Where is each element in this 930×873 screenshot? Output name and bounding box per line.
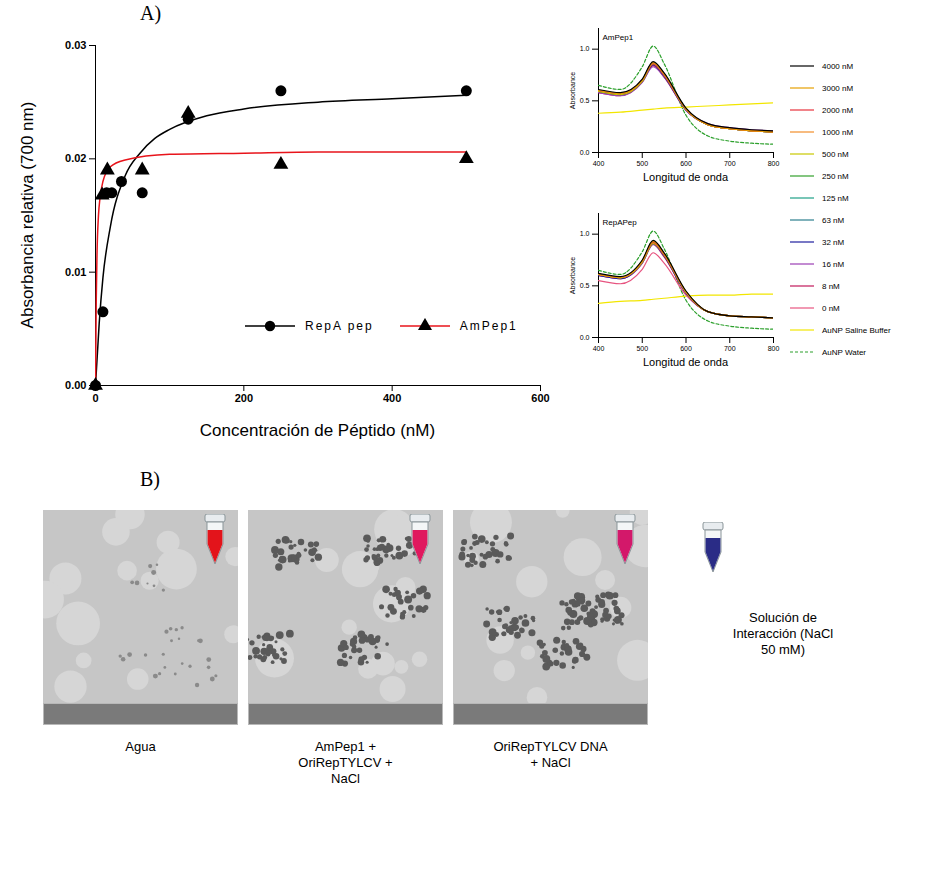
svg-text:400: 400 xyxy=(383,392,401,404)
html-text:A): A) xyxy=(140,2,162,24)
html-text:2000 nM: 2000 nM xyxy=(822,105,854,115)
svg-text:0.03: 0.03 xyxy=(65,39,86,51)
svg-text:800: 800 xyxy=(768,345,780,352)
svg-text:0.5: 0.5 xyxy=(580,282,590,289)
svg-text:600: 600 xyxy=(680,345,692,352)
svg-text:AmPep1: AmPep1 xyxy=(603,33,634,42)
html-text:OriRepTYLCV DNA + NaCl: OriRepTYLCV DNA + NaCl xyxy=(493,739,608,770)
svg-text:0.01: 0.01 xyxy=(65,266,86,278)
html-text:Concentración de Péptido (nM): Concentración de Péptido (nM) xyxy=(199,421,436,440)
svg-text:500: 500 xyxy=(636,160,648,167)
svg-text:700: 700 xyxy=(724,160,736,167)
html-text:0 nM: 0 nM xyxy=(822,303,840,313)
svg-text:RepAPep: RepAPep xyxy=(603,218,638,227)
svg-text:Absorbance: Absorbance xyxy=(569,257,576,294)
html-text:4000 nM: 4000 nM xyxy=(822,61,854,71)
html-text:63 nM: 63 nM xyxy=(822,215,845,225)
html-text:Longitud de onda: Longitud de onda xyxy=(643,171,728,183)
svg-text:400: 400 xyxy=(593,345,605,352)
svg-text:1.0: 1.0 xyxy=(580,230,590,237)
svg-text:500: 500 xyxy=(636,345,648,352)
html-text:Solución de Interacción (NaCl: Solución de Interacción (NaCl 50 mM) xyxy=(732,610,834,657)
svg-text:0.0: 0.0 xyxy=(580,149,590,156)
svg-text:1.0: 1.0 xyxy=(580,45,590,52)
svg-text:0.5: 0.5 xyxy=(580,97,590,104)
html-text:1000 nM: 1000 nM xyxy=(822,127,854,137)
svg-text:600: 600 xyxy=(680,160,692,167)
html-text:3000 nM: 3000 nM xyxy=(822,83,854,93)
svg-text:400: 400 xyxy=(593,160,605,167)
html-text:16 nM: 16 nM xyxy=(822,259,845,269)
html-text:8 nM: 8 nM xyxy=(822,281,840,291)
html-text:250 nM: 250 nM xyxy=(822,171,849,181)
svg-text:200: 200 xyxy=(235,392,253,404)
html-text:RepA pep: RepA pep xyxy=(305,319,374,333)
html-text:Absorbancia relativa (700 nm): Absorbancia relativa (700 nm) xyxy=(18,101,37,329)
html-text:500 nM: 500 nM xyxy=(822,149,849,159)
html-text:AuNP Saline Buffer: AuNP Saline Buffer xyxy=(822,325,891,335)
html-text:Longitud de onda: Longitud de onda xyxy=(643,356,728,368)
html-text:AuNP Water: AuNP Water xyxy=(822,347,866,357)
html-text:Agua: Agua xyxy=(125,739,156,754)
svg-text:0: 0 xyxy=(92,392,98,404)
html-text:AmPep1: AmPep1 xyxy=(459,319,518,333)
svg-text:0.0: 0.0 xyxy=(580,334,590,341)
html-text:B): B) xyxy=(140,468,160,490)
html-text:AmPep1 + OriRepTYLCV + NaCl: AmPep1 + OriRepTYLCV + NaCl xyxy=(298,739,393,786)
html-text:125 nM: 125 nM xyxy=(822,193,849,203)
svg-text:0.02: 0.02 xyxy=(65,152,86,164)
svg-text:800: 800 xyxy=(768,160,780,167)
svg-text:700: 700 xyxy=(724,345,736,352)
html-text:32 nM: 32 nM xyxy=(822,237,845,247)
svg-text:600: 600 xyxy=(531,392,549,404)
svg-text:Absorbance: Absorbance xyxy=(569,72,576,109)
svg-text:0.00: 0.00 xyxy=(65,379,86,391)
